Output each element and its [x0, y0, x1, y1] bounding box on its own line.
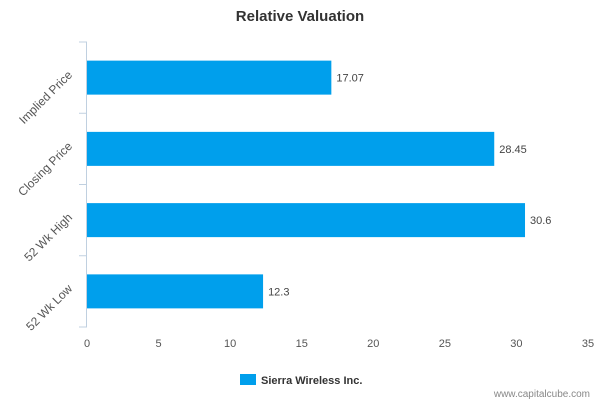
bar-implied-price[interactable]	[87, 60, 332, 95]
bar-52-wk-low[interactable]	[87, 274, 264, 309]
data-label: 12.3	[268, 286, 289, 298]
x-tick-label: 15	[296, 338, 308, 350]
chart-title: Relative Valuation	[236, 8, 364, 25]
legend-swatch	[240, 374, 256, 385]
data-label: 30.6	[530, 215, 551, 227]
category-label: Closing Price	[15, 139, 75, 199]
legend-label: Sierra Wireless Inc.	[261, 375, 362, 387]
x-tick-label: 20	[367, 338, 379, 350]
category-label: Implied Price	[16, 68, 75, 127]
data-label: 28.45	[499, 144, 527, 156]
x-tick-label: 5	[156, 338, 162, 350]
x-tick-label: 30	[510, 338, 522, 350]
watermark: www.capitalcube.com	[493, 389, 590, 400]
legend[interactable]: Sierra Wireless Inc.	[240, 374, 362, 387]
category-label: 52 Wk High	[21, 210, 75, 264]
data-label: 17.07	[336, 73, 364, 85]
bar-52-wk-high[interactable]	[87, 203, 526, 238]
x-tick-label: 10	[224, 338, 236, 350]
bar-closing-price[interactable]	[87, 131, 495, 166]
plot-area: 17.07 Implied Price 28.45 Closing Price 30.6…	[15, 41, 594, 350]
category-label: 52 Wk Low	[23, 281, 75, 333]
x-tick-label: 0	[84, 338, 90, 350]
x-tick-label: 35	[582, 338, 594, 350]
x-tick-label: 25	[439, 338, 451, 350]
